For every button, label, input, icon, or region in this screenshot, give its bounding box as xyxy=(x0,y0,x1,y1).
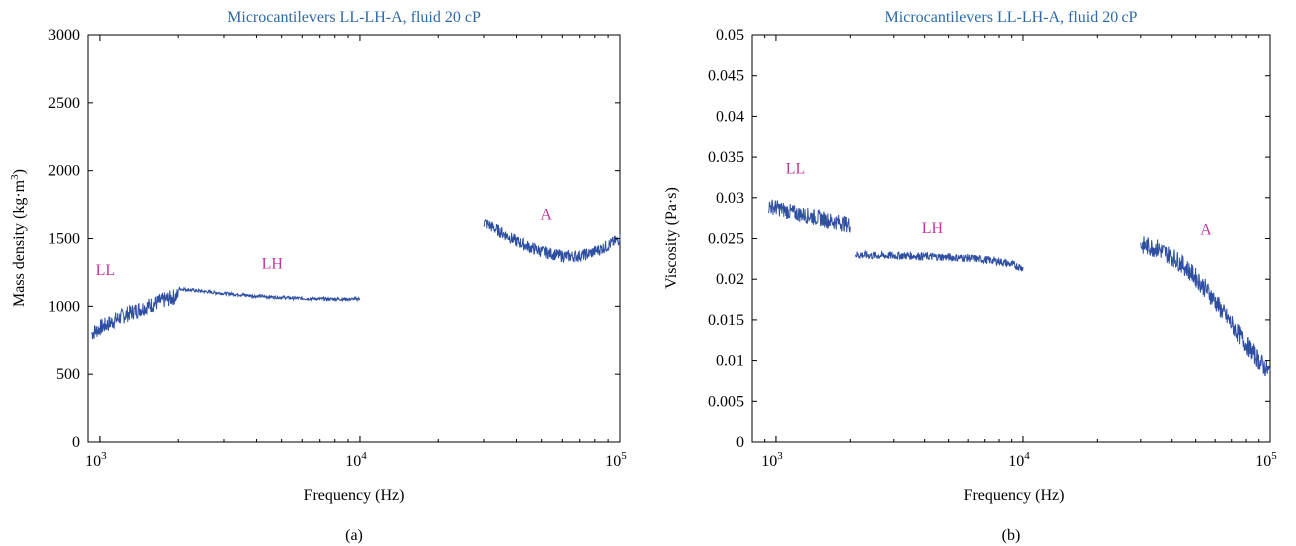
series-label-lh: LH xyxy=(262,255,284,272)
x-tick-label: 105 xyxy=(1255,450,1277,470)
plot-frame xyxy=(751,34,1271,443)
y-tick-label: 2000 xyxy=(48,163,80,180)
series-line-lh xyxy=(177,285,361,303)
series-label-ll: LL xyxy=(786,160,806,177)
x-tick-label: 105 xyxy=(605,450,627,470)
x-tick-label: 104 xyxy=(1008,450,1030,470)
series-label-ll: LL xyxy=(96,262,116,279)
panel-caption: (a) xyxy=(345,527,363,544)
series-label-a: A xyxy=(540,207,552,224)
y-ticks: 0 0.005 0.01 0.015 0.02 0.025 0.03 0.035 0.04 0.0… xyxy=(708,27,1270,451)
y-tick-label: 0 xyxy=(736,434,744,451)
chart-title: Microcantilevers LL-LH-A, fluid 20 cP xyxy=(885,9,1138,26)
y-tick-label: 0.025 xyxy=(708,231,744,248)
x-ticks: 103 104 105 xyxy=(751,35,1277,470)
y-tick-label: 0.035 xyxy=(708,149,744,166)
y-tick-label: 0.03 xyxy=(716,190,744,207)
panel-caption: (b) xyxy=(1002,527,1021,544)
x-ticks: 103 104 105 xyxy=(85,35,627,470)
series-line-ll xyxy=(91,289,179,340)
series-line-a xyxy=(483,218,621,264)
y-tick-label: 0.01 xyxy=(716,353,744,370)
chart-b-svg: Microcantilevers LL-LH-A, fluid 20 cP LL… xyxy=(663,9,1277,544)
plot-frame xyxy=(87,34,621,443)
y-tick-label: 0.04 xyxy=(716,108,744,125)
series-layer: LL LH A xyxy=(767,160,1271,377)
x-tick-label: 104 xyxy=(345,450,367,470)
x-axis-label: Frequency (Hz) xyxy=(304,487,405,504)
y-tick-label: 0.05 xyxy=(716,27,744,44)
series-layer: LL LH A xyxy=(91,207,621,340)
x-tick-label: 103 xyxy=(85,450,107,470)
x-axis-label: Frequency (Hz) xyxy=(964,487,1065,504)
y-tick-label: 2500 xyxy=(48,95,80,112)
y-axis-label: Mass density (kg·m3) xyxy=(9,169,28,307)
chart-panel-a: Microcantilevers LL-LH-A, fluid 20 cP LL… xyxy=(9,9,627,544)
y-tick-label: 500 xyxy=(56,366,80,383)
series-label-a: A xyxy=(1200,221,1212,238)
y-tick-label: 0.015 xyxy=(708,312,744,329)
y-axis-label: Viscosity (Pa·s) xyxy=(663,187,680,289)
y-tick-label: 0.045 xyxy=(708,68,744,85)
y-tick-label: 1000 xyxy=(48,298,80,315)
y-tick-label: 0 xyxy=(72,434,80,451)
series-line-a xyxy=(1140,236,1271,377)
y-tick-label: 1500 xyxy=(48,231,80,248)
chart-panel-b: Microcantilevers LL-LH-A, fluid 20 cP LL… xyxy=(648,0,1296,546)
y-tick-label: 0.005 xyxy=(708,393,744,410)
series-line-ll xyxy=(767,199,851,233)
chart-a-svg: Microcantilevers LL-LH-A, fluid 20 cP LL… xyxy=(9,9,627,544)
series-label-lh: LH xyxy=(922,220,944,237)
chart-title: Microcantilevers LL-LH-A, fluid 20 cP xyxy=(227,9,481,26)
y-ticks: 0 500 1000 1500 2000 2500 3000 xyxy=(48,27,620,451)
series-line-lh xyxy=(855,249,1024,272)
y-tick-label: 0.02 xyxy=(716,271,744,288)
y-tick-label: 3000 xyxy=(48,27,80,44)
x-tick-label: 103 xyxy=(761,450,783,470)
